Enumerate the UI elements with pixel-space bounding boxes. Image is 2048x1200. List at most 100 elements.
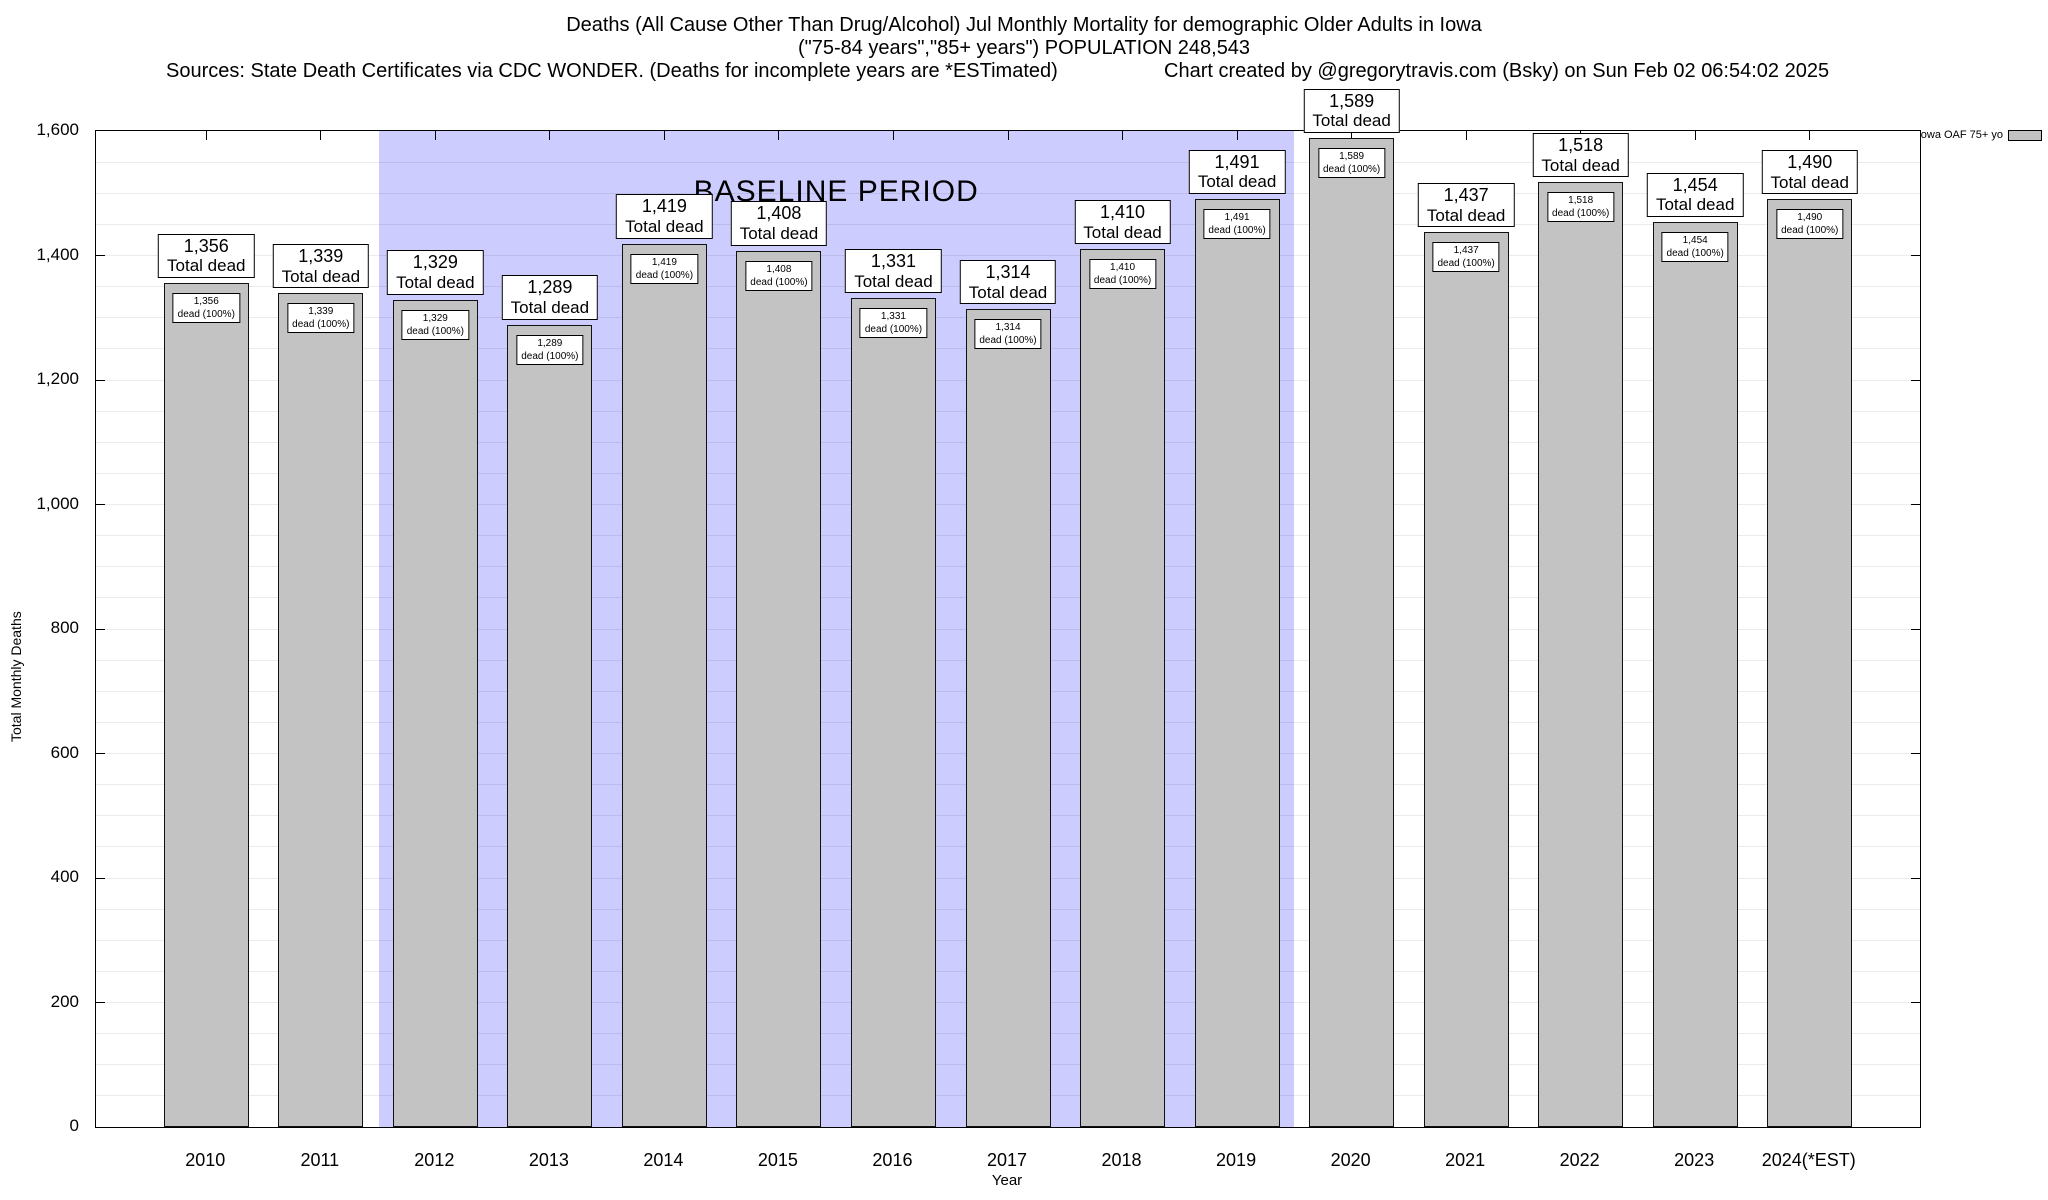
bar-inner-value: 1,289 — [537, 337, 563, 349]
bar-top-suffix: Total dead — [625, 217, 704, 237]
bar-inner-suffix: dead (100%) — [1208, 224, 1266, 236]
bar — [1423, 232, 1509, 1127]
bar-inner-suffix: dead (100%) — [292, 319, 350, 331]
bar — [1309, 137, 1395, 1127]
x-axis: 2010 2011 2012 2013 2014 2015 2016 2017 2018 2019… — [95, 1150, 1919, 1176]
bar-top-value: 1,419 — [641, 196, 687, 217]
x-tick-label: 2022 — [1559, 1150, 1600, 1170]
bar-inner-label: 1,329 dead (100%) — [401, 309, 469, 340]
bar-top-label: 1,331 Total dead — [845, 249, 942, 294]
bar-top-label: 1,339 Total dead — [272, 244, 370, 289]
bar-inner-label: 1,410 dead (100%) — [1088, 259, 1157, 290]
bar-inner-label: 1,356 dead (100%) — [172, 292, 240, 323]
x-tick-label: 2016 — [872, 1150, 913, 1170]
gridline — [96, 255, 1920, 256]
bar-inner-suffix: dead (100%) — [1093, 275, 1152, 287]
y-tick-mark — [1911, 255, 1920, 256]
bar-inner-label: 1,454 dead (100%) — [1661, 231, 1729, 262]
x-axis-title: Year — [991, 1172, 1023, 1189]
x-tick-mark — [1351, 131, 1353, 140]
y-tick-mark — [96, 877, 105, 879]
y-tick-mark — [1911, 628, 1920, 630]
x-tick-mark — [1465, 131, 1467, 140]
y-tick-label: 200 — [50, 991, 79, 1011]
x-tick-mark — [549, 131, 551, 140]
bar-top-suffix: Total dead — [1655, 195, 1735, 215]
bar-top-value: 1,314 — [985, 261, 1031, 282]
y-axis: 0 200 400 600 800 1,000 1,200 1,400 1,600 — [0, 120, 87, 1135]
bar-inner-label: 1,491 dead (100%) — [1203, 208, 1271, 239]
bar-top-suffix: Total dead — [1541, 155, 1620, 175]
x-tick-label: 2020 — [1330, 1150, 1371, 1170]
y-tick-label: 1,200 — [36, 369, 79, 388]
bar-inner-value: 1,329 — [422, 312, 448, 324]
x-tick-label: 2011 — [300, 1150, 340, 1170]
y-tick-label: 1,400 — [36, 244, 79, 264]
bar-inner-value: 1,437 — [1453, 245, 1479, 257]
bar-top-value: 1,410 — [1100, 202, 1146, 223]
bar — [1194, 198, 1280, 1127]
bar-top-value: 1,339 — [298, 246, 344, 267]
x-tick-label: 2010 — [185, 1150, 226, 1170]
bar — [965, 309, 1051, 1127]
y-tick-label: 400 — [50, 867, 79, 886]
bar-inner-label: 1,314 dead (100%) — [974, 319, 1042, 350]
y-tick-label: 600 — [50, 742, 79, 762]
legend-swatch — [2008, 129, 2042, 141]
bar-top-suffix: Total dead — [1083, 222, 1162, 242]
y-tick-mark — [96, 504, 105, 505]
y-tick-label: 0 — [69, 1116, 79, 1135]
bar-top-suffix: Total dead — [1312, 111, 1391, 131]
bar-top-value: 1,331 — [870, 251, 916, 272]
bar-inner-suffix: dead (100%) — [406, 325, 464, 337]
bar-inner-label: 1,339 dead (100%) — [287, 303, 355, 334]
x-tick-label: 2012 — [414, 1150, 455, 1170]
x-tick-mark — [1122, 131, 1124, 140]
bar-top-label: 1,329 Total dead — [387, 250, 484, 295]
bar-inner-value: 1,331 — [880, 311, 906, 323]
bar-top-label: 1,518 Total dead — [1532, 132, 1629, 178]
bar — [1080, 249, 1166, 1127]
bar-top-label: 1,410 Total dead — [1074, 200, 1171, 245]
bar — [507, 324, 593, 1127]
bar-inner-label: 1,490 dead (100%) — [1776, 209, 1844, 240]
bar-top-label: 1,589 Total dead — [1303, 88, 1400, 133]
y-tick-mark — [96, 255, 105, 256]
bar-inner-value: 1,408 — [766, 263, 792, 275]
x-tick-label: 2014 — [643, 1150, 684, 1170]
bar-inner-value: 1,419 — [651, 256, 677, 268]
x-tick-label: 2015 — [757, 1150, 798, 1170]
x-tick-mark — [1007, 131, 1009, 140]
bar-inner-value: 1,454 — [1682, 234, 1708, 246]
x-tick-mark — [434, 131, 436, 140]
bar — [163, 282, 249, 1127]
y-tick-mark — [1911, 1002, 1920, 1003]
bar — [850, 298, 936, 1127]
y-tick-mark — [1911, 877, 1920, 879]
gridline — [96, 223, 1920, 225]
bar-top-suffix: Total dead — [1197, 172, 1277, 192]
bar-top-label: 1,314 Total dead — [959, 259, 1057, 305]
bar-inner-suffix: dead (100%) — [1322, 163, 1381, 175]
y-tick-mark — [96, 628, 105, 630]
bar-inner-suffix: dead (100%) — [177, 308, 235, 320]
bar-top-label: 1,289 Total dead — [501, 275, 599, 320]
chart-title-line2: ("75-84 years","85+ years") POPULATION 2… — [797, 37, 1251, 59]
x-tick-mark — [892, 131, 894, 140]
bar-inner-value: 1,518 — [1568, 195, 1594, 207]
bar-inner-value: 1,410 — [1110, 262, 1136, 274]
x-tick-mark — [205, 131, 207, 140]
bar-top-suffix: Total dead — [739, 223, 819, 243]
bar-top-suffix: Total dead — [281, 266, 361, 286]
y-tick-mark — [1911, 379, 1920, 381]
y-tick-mark — [96, 753, 105, 754]
x-tick-label: 2024(*EST) — [1761, 1150, 1856, 1170]
bar-top-value: 1,490 — [1787, 152, 1833, 173]
bar-inner-value: 1,490 — [1797, 212, 1823, 224]
bar-top-suffix: Total dead — [854, 271, 933, 291]
x-tick-label: 2018 — [1101, 1150, 1142, 1170]
gridline — [96, 192, 1920, 194]
legend-label: Iowa OAF 75+ yo — [1917, 129, 2003, 141]
bar-top-label: 1,419 Total dead — [616, 194, 713, 239]
